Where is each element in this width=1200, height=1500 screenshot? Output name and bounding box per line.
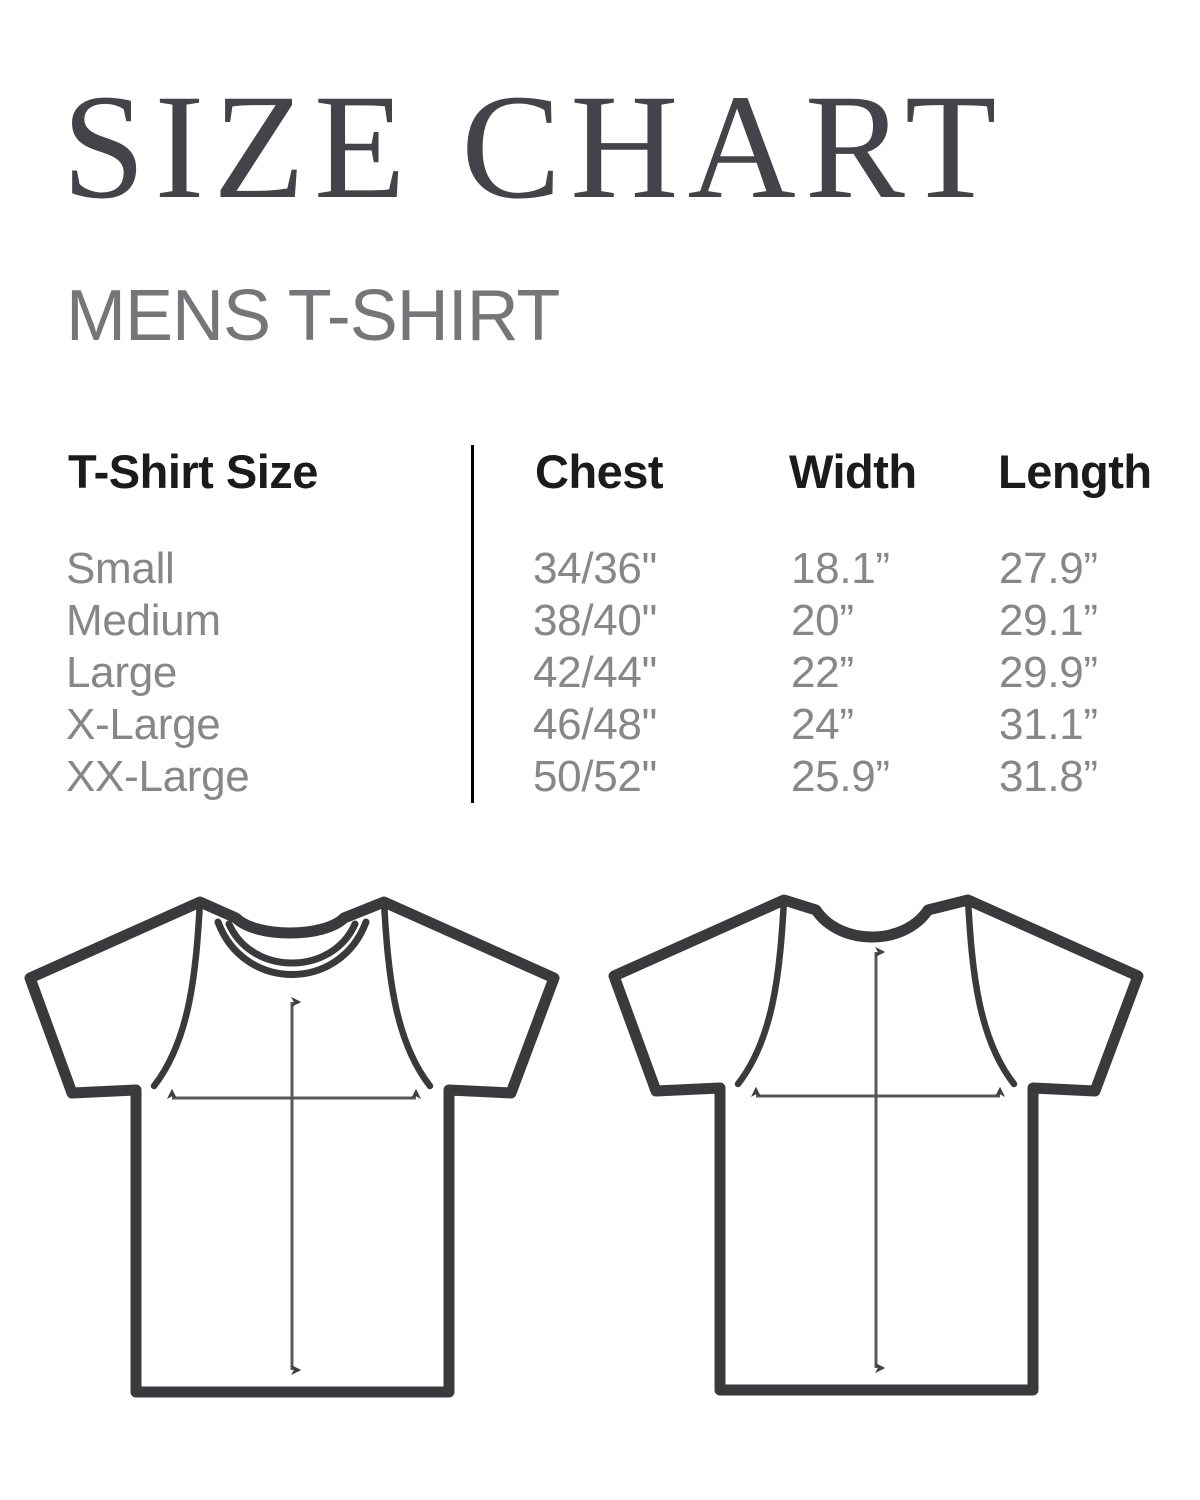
cell-chest: 50/52" <box>533 752 657 801</box>
cell-length: 29.1” <box>999 596 1098 645</box>
size-chart-table: T-Shirt Size Chest Width Length Small 34… <box>0 420 1200 820</box>
cell-width: 25.9” <box>791 752 890 801</box>
t-shirt-back-icon <box>608 894 1144 1396</box>
page-title: SIZE CHART <box>62 64 1006 230</box>
column-header-width: Width <box>789 445 917 498</box>
cell-width: 24” <box>791 700 854 749</box>
column-header-size: T-Shirt Size <box>68 445 318 498</box>
t-shirt-front-icon <box>24 896 560 1398</box>
cell-chest: 46/48" <box>533 700 657 749</box>
cell-size: Small <box>66 544 175 593</box>
cell-length: 31.1” <box>999 700 1098 749</box>
cell-width: 18.1” <box>791 544 890 593</box>
cell-length: 29.9” <box>999 648 1098 697</box>
cell-size: XX-Large <box>66 752 250 801</box>
table-column-divider <box>471 445 474 803</box>
table-row: Small 34/36" 18.1” 27.9” <box>0 544 1200 596</box>
t-shirt-front-view <box>24 880 584 1440</box>
table-row: XX-Large 50/52" 25.9” 31.8” <box>0 752 1200 804</box>
table-row: Medium 38/40" 20” 29.1” <box>0 596 1200 648</box>
tshirt-diagrams <box>0 880 1200 1440</box>
cell-length: 27.9” <box>999 544 1098 593</box>
table-row: X-Large 46/48" 24” 31.1” <box>0 700 1200 752</box>
page-subtitle: MENS T-SHIRT <box>66 276 560 356</box>
cell-length: 31.8” <box>999 752 1098 801</box>
t-shirt-back-view <box>604 880 1164 1440</box>
cell-size: Medium <box>66 596 221 645</box>
column-header-chest: Chest <box>535 445 664 498</box>
cell-width: 22” <box>791 648 854 697</box>
column-header-length: Length <box>998 445 1152 498</box>
cell-size: X-Large <box>66 700 221 749</box>
cell-chest: 34/36" <box>533 544 657 593</box>
cell-size: Large <box>66 648 178 697</box>
table-body: Small 34/36" 18.1” 27.9” Medium 38/40" 2… <box>0 544 1200 804</box>
cell-chest: 38/40" <box>533 596 657 645</box>
cell-chest: 42/44" <box>533 648 657 697</box>
table-row: Large 42/44" 22” 29.9” <box>0 648 1200 700</box>
cell-width: 20” <box>791 596 854 645</box>
